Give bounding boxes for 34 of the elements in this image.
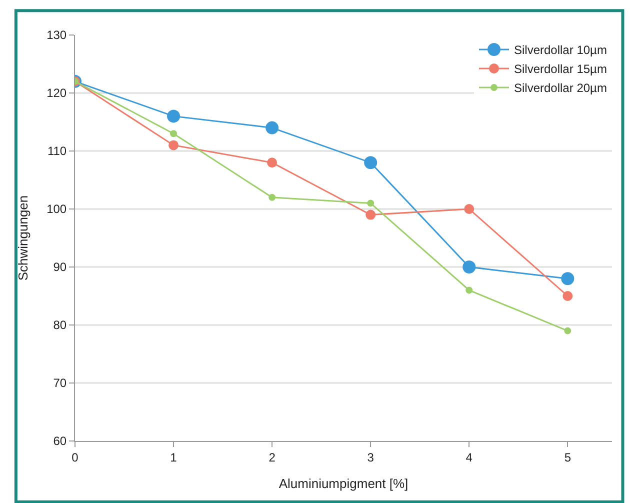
- x-tick-label: 5: [564, 450, 572, 464]
- point: [267, 158, 278, 168]
- point: [366, 210, 376, 220]
- y-axis-title: Schwingungen: [16, 195, 31, 281]
- x-tick-label: 3: [367, 450, 374, 464]
- y-tick-label: 80: [53, 318, 67, 332]
- point: [364, 156, 378, 170]
- x-tick-label: 2: [268, 450, 276, 464]
- point: [464, 204, 474, 214]
- legend-label: Silverdollar 15µm: [514, 62, 607, 76]
- point: [564, 327, 572, 334]
- y-tick-label: 90: [53, 260, 67, 274]
- point: [266, 121, 279, 134]
- x-tick-label: 0: [72, 450, 79, 464]
- y-tick-label: 100: [46, 202, 67, 216]
- legend-label: Silverdollar 20µm: [514, 81, 607, 96]
- point: [562, 291, 573, 301]
- x-tick-label: 1: [170, 450, 178, 464]
- y-tick-label: 130: [46, 28, 67, 42]
- y-tick-label: 120: [46, 86, 67, 100]
- point: [268, 194, 276, 201]
- point: [466, 286, 473, 294]
- point: [170, 130, 178, 138]
- point: [561, 272, 574, 286]
- point: [462, 260, 476, 274]
- y-tick-label: 110: [47, 144, 67, 158]
- point: [367, 200, 374, 207]
- y-tick-label: 70: [53, 376, 67, 390]
- point: [167, 110, 180, 123]
- x-tick-label: 4: [466, 450, 473, 464]
- point: [168, 140, 179, 150]
- y-tick-label: 60: [53, 434, 67, 448]
- x-axis-title: Aluminiumpigment [%]: [278, 476, 408, 491]
- legend-label: Silverdollar 10µm: [514, 43, 607, 58]
